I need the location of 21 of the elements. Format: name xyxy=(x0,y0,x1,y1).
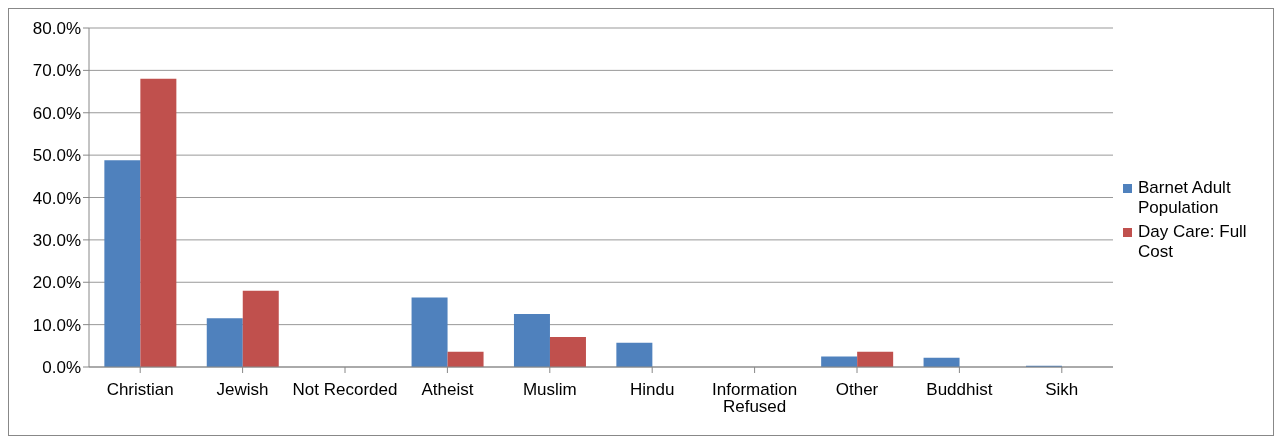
legend-label: Day Care: Full Cost xyxy=(1138,222,1248,262)
x-tick-label: Hindu xyxy=(629,380,675,400)
y-tick-label: 70.0% xyxy=(32,61,81,81)
x-tick-label: Christian xyxy=(106,380,174,400)
x-tick-label: Sikh xyxy=(1045,380,1079,400)
y-tick-label: 0.0% xyxy=(42,358,81,378)
x-tick-label: Other xyxy=(835,380,879,400)
x-tick-label: Buddhist xyxy=(926,380,993,400)
x-tick-label: Muslim xyxy=(522,380,577,400)
y-tick-label: 30.0% xyxy=(32,230,81,250)
legend-label: Barnet Adult Population xyxy=(1138,178,1232,218)
y-tick-label: 10.0% xyxy=(32,315,81,335)
y-tick-label: 60.0% xyxy=(32,103,81,123)
x-tick-label: Information Refused xyxy=(712,380,798,417)
x-tick-label: Not Recorded xyxy=(292,380,398,400)
x-tick-label: Atheist xyxy=(421,380,474,400)
y-tick-label: 20.0% xyxy=(32,273,81,293)
y-tick-label: 80.0% xyxy=(32,19,81,39)
y-tick-label: 50.0% xyxy=(32,146,81,166)
y-tick-label: 40.0% xyxy=(32,188,81,208)
x-tick-label: Jewish xyxy=(216,380,269,400)
